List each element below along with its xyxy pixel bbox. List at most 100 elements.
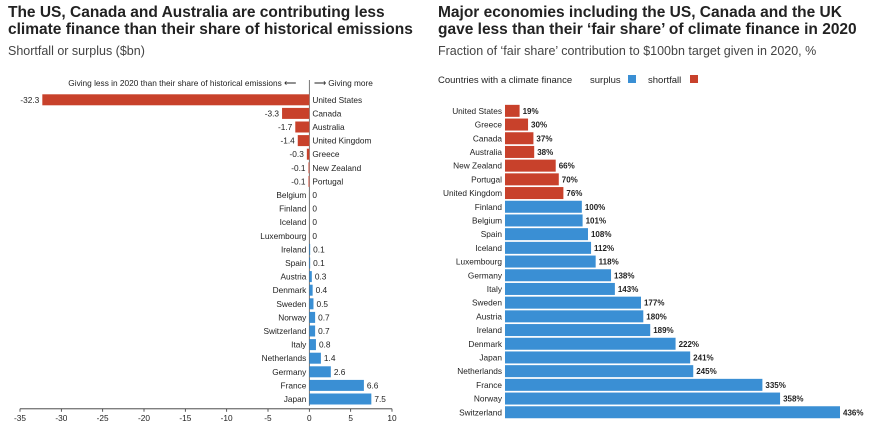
category-label: Switzerland: [263, 326, 306, 336]
left-chart-panel: The US, Canada and Australia are contrib…: [0, 0, 428, 429]
legend-surplus-swatch: [628, 75, 636, 83]
bar: [309, 379, 364, 391]
category-label: Denmark: [273, 285, 308, 295]
value-label: 0.4: [316, 285, 328, 295]
category-label: Netherlands: [262, 353, 307, 363]
bar: [505, 118, 529, 131]
value-label: -1.7: [278, 122, 293, 132]
value-label: 177%: [644, 299, 664, 308]
value-label: 0.1: [313, 244, 325, 254]
bar: [505, 145, 535, 158]
value-label: 0.5: [316, 299, 328, 309]
value-label: 70%: [562, 175, 578, 184]
bar: [505, 200, 582, 213]
value-label: 245%: [696, 367, 716, 376]
x-tick-label: -15: [179, 413, 191, 423]
bar: [505, 255, 596, 268]
category-label: Switzerland: [459, 407, 502, 417]
category-label: Ireland: [281, 244, 307, 254]
category-label: Portugal: [471, 174, 502, 184]
value-label: -1.4: [280, 136, 295, 146]
bar: [309, 271, 312, 283]
left-x-axis: -35 -30 -25 -20 -15 -10 -5 0 5 10: [14, 408, 397, 423]
category-label: France: [281, 380, 307, 390]
value-label: 66%: [559, 162, 575, 171]
value-label: 436%: [843, 408, 863, 417]
category-label: Finland: [475, 202, 503, 212]
category-label: Italy: [487, 284, 503, 294]
bar: [505, 214, 583, 227]
right-bar-chart: Countries with a climate finance surplus…: [438, 75, 863, 419]
category-label: Luxembourg: [260, 231, 307, 241]
right-chart-panel: Major economies including the US, Canada…: [438, 0, 879, 429]
right-chart-title: Major economies including the US, Canada…: [438, 4, 857, 38]
bar: [309, 339, 316, 351]
category-label: United Kingdom: [443, 188, 502, 198]
category-label: Austria: [476, 311, 502, 321]
bar: [505, 228, 588, 241]
category-label: Germany: [468, 270, 503, 280]
value-label: -0.1: [291, 163, 306, 173]
x-tick-label: -10: [221, 413, 233, 423]
value-label: 335%: [765, 381, 785, 390]
right-bars-group: United States 19% Greece 30% Canada 37% Austra…: [443, 104, 863, 419]
category-label: Denmark: [468, 339, 503, 349]
value-label: 38%: [537, 148, 553, 157]
value-label: 241%: [693, 353, 713, 362]
bar: [309, 284, 313, 296]
value-label: 108%: [591, 230, 611, 239]
value-label: -3.3: [265, 108, 280, 118]
category-label: New Zealand: [453, 161, 502, 171]
value-label: 0.8: [319, 340, 331, 350]
legend-shortfall-swatch: [690, 75, 698, 83]
category-label: Greece: [312, 149, 340, 159]
value-label: 180%: [646, 312, 666, 321]
category-label: Sweden: [472, 298, 502, 308]
bar: [505, 392, 781, 405]
category-label: Luxembourg: [456, 257, 503, 267]
legend: Countries with a climate finance surplus…: [438, 75, 698, 86]
x-tick-label: -20: [138, 413, 150, 423]
value-label: 0.7: [318, 312, 330, 322]
value-label: 143%: [618, 285, 638, 294]
value-label: -0.3: [290, 149, 305, 159]
category-label: Greece: [475, 120, 503, 130]
bar: [308, 175, 310, 187]
category-label: Japan: [284, 394, 307, 404]
right-chart-subtitle: Fraction of ‘fair share’ contribution to…: [438, 44, 817, 58]
bar: [309, 393, 372, 405]
category-label: Germany: [272, 367, 307, 377]
category-label: Italy: [291, 340, 307, 350]
category-label: Japan: [479, 352, 502, 362]
category-label: Portugal: [312, 176, 343, 186]
value-label: 0: [312, 204, 317, 214]
category-label: United States: [312, 95, 362, 105]
value-label: 37%: [536, 134, 552, 143]
value-label: 0.1: [313, 258, 325, 268]
bar: [306, 148, 310, 160]
left-bars-group: United States -32.3 Canada -3.3 Australia -1.…: [20, 80, 386, 406]
bar: [505, 310, 644, 323]
bar: [42, 94, 310, 106]
x-tick-label: 10: [387, 413, 397, 423]
bar: [309, 311, 316, 323]
left-chart-title: The US, Canada and Australia are contrib…: [8, 4, 413, 38]
bar: [505, 296, 641, 309]
bar: [505, 282, 615, 295]
value-label: 76%: [566, 189, 582, 198]
bar: [505, 241, 592, 254]
category-label: Netherlands: [457, 366, 502, 376]
bar: [505, 187, 564, 200]
bar: [505, 406, 840, 419]
bar: [505, 269, 612, 282]
category-label: New Zealand: [312, 163, 361, 173]
bar: [505, 365, 694, 378]
bar: [505, 337, 676, 350]
bar: [308, 162, 310, 174]
legend-surplus-label: surplus: [590, 75, 621, 86]
giving-more-note: ⟶ Giving more: [314, 78, 373, 88]
category-label: France: [476, 380, 502, 390]
category-label: Spain: [481, 229, 503, 239]
category-label: United Kingdom: [312, 136, 371, 146]
bar: [297, 135, 310, 147]
